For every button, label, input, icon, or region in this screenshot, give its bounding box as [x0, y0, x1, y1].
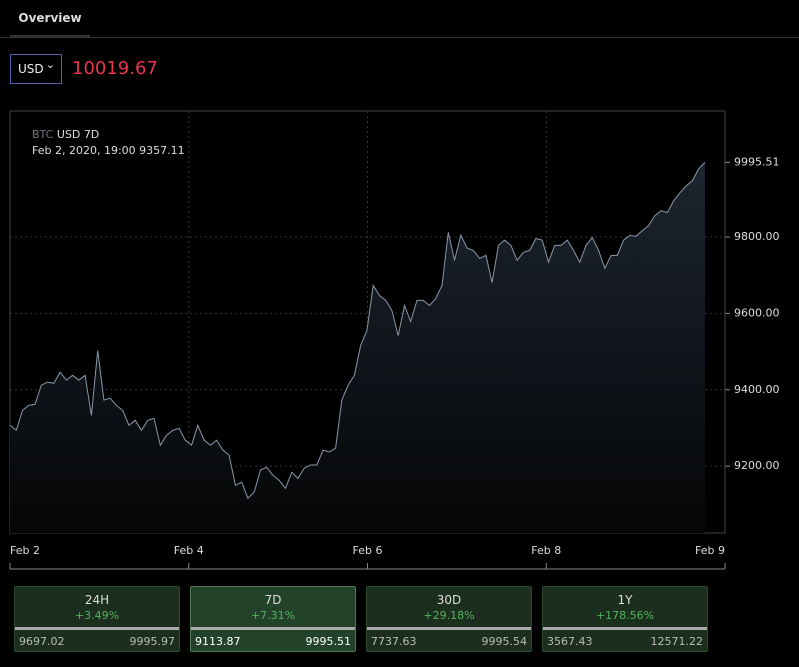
range-high: 9995.51 — [305, 635, 352, 648]
range-change: +178.56% — [595, 609, 655, 622]
range-card[interactable]: 30D +29.18% 7737.63 9995.54 — [366, 586, 532, 652]
range-card[interactable]: 7D +7.31% 9113.87 9995.51 — [190, 586, 356, 652]
range-low: 3567.43 — [547, 635, 593, 648]
range-low: 9697.02 — [19, 635, 65, 648]
legend-pair: USD 7D — [57, 128, 99, 141]
y-tick-label: 9600.00 — [734, 306, 780, 319]
x-tick-label: Feb 6 — [353, 544, 383, 557]
tab-divider — [0, 37, 799, 38]
range-change: +3.49% — [74, 609, 120, 622]
legend-symbol: BTC — [32, 128, 54, 141]
range-track — [191, 627, 355, 630]
x-tick-label: Feb 9 — [695, 544, 725, 557]
range-name: 1Y — [617, 593, 633, 607]
range-low: 7737.63 — [371, 635, 417, 648]
range-track — [367, 627, 531, 630]
legend-info: Feb 2, 2020, 19:00 9357.11 — [32, 144, 185, 157]
x-tick-label: Feb 8 — [531, 544, 561, 557]
y-tick-label: 9200.00 — [734, 459, 780, 472]
range-high: 12571.22 — [650, 635, 704, 648]
range-name: 30D — [436, 593, 462, 607]
x-tick-label: Feb 2 — [10, 544, 40, 557]
range-change: +7.31% — [250, 609, 296, 622]
currency-select[interactable]: USD — [10, 51, 62, 84]
legend: BTC USD 7D — [32, 128, 99, 141]
chart: BTC USD 7D Feb 2, 2020, 19:00 9357.11 92… — [9, 110, 780, 570]
range-track — [15, 627, 179, 630]
price-line — [9, 162, 706, 500]
price: 10019.67 — [72, 58, 158, 79]
last-value-label: 9995.51 — [734, 155, 780, 168]
y-tick-label: 9800.00 — [734, 230, 780, 243]
range-name: 24H — [84, 593, 110, 607]
range-name: 7D — [264, 593, 282, 607]
range-change: +29.18% — [423, 609, 475, 622]
range-track — [543, 627, 707, 630]
x-tick-label: Feb 4 — [174, 544, 204, 557]
range-card[interactable]: 24H +3.49% 9697.02 9995.97 — [14, 586, 180, 652]
range-low: 9113.87 — [195, 635, 241, 648]
range-high: 9995.54 — [481, 635, 528, 648]
range-card[interactable]: 1Y +178.56% 3567.43 12571.22 — [542, 586, 708, 652]
area — [10, 162, 705, 533]
tab[interactable]: Overview — [10, 0, 90, 37]
y-tick-label: 9400.00 — [734, 383, 780, 396]
range-high: 9995.97 — [129, 635, 176, 648]
